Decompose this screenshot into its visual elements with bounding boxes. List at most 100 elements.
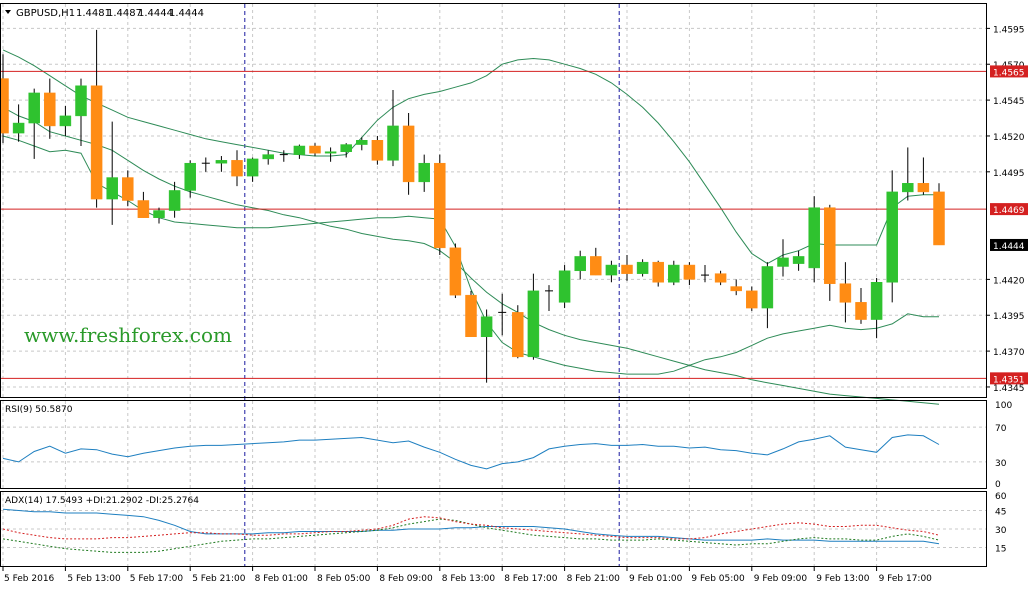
bear-candle-body	[309, 145, 321, 154]
bull-candle-body	[59, 115, 72, 127]
bear-candle-body	[122, 177, 134, 201]
bear-candle-body	[730, 286, 742, 292]
price-tick-label: 1.4345	[993, 384, 1025, 394]
time-tick-label: 8 Feb 21:00	[567, 574, 621, 584]
price-tick-label: 1.4370	[993, 348, 1025, 358]
ohlc-high: 1.4487	[107, 8, 142, 19]
dropdown-triangle-icon[interactable]	[5, 10, 11, 14]
bear-candle-body	[137, 200, 150, 218]
bear-candle-body	[371, 140, 384, 161]
candles	[0, 29, 945, 383]
time-tick-label: 9 Feb 17:00	[879, 574, 933, 584]
bull-candle-body	[106, 177, 118, 200]
adx-label: ADX(14) 17.5493 +DI:21.2902 -DI:25.2764	[5, 496, 199, 506]
bull-candle-body	[356, 140, 368, 145]
level-price-label: 1.4469	[993, 206, 1025, 216]
price-axis: 1.45951.45701.45451.45201.44951.44201.43…	[986, 25, 1028, 555]
rsi-pane-frame	[0, 400, 987, 489]
bull-candle-body	[153, 210, 165, 218]
rsi-line	[2, 434, 940, 470]
main-pane-frame	[0, 3, 987, 398]
bear-candle-body	[824, 207, 836, 284]
adx-tick-label: 30	[995, 526, 1007, 536]
bollinger-middle-line	[2, 106, 940, 405]
bull-candle-body	[761, 266, 774, 309]
bear-candle-body	[683, 264, 696, 280]
bull-candle-body	[28, 92, 40, 124]
time-tick-label: 8 Feb 13:00	[442, 574, 496, 584]
bull-candle-body	[558, 270, 571, 303]
adx-line	[2, 508, 940, 545]
bear-candle-body	[402, 125, 415, 183]
time-tick-label: 9 Feb 13:00	[816, 574, 870, 584]
rsi-label: RSI(9) 50.5870	[5, 405, 73, 415]
level-price-badge	[990, 65, 1028, 78]
bull-candle-body	[168, 190, 181, 211]
bear-candle-body	[933, 191, 945, 246]
price-tick-label: 1.4395	[993, 312, 1025, 322]
adx-tick-label: 60	[995, 492, 1007, 502]
price-tick-label: 1.4495	[993, 169, 1025, 179]
bull-candle-body	[808, 207, 820, 269]
bull-candle-body	[215, 160, 228, 164]
bull-candle-body	[902, 183, 914, 193]
grid-layer	[1, 4, 986, 566]
bear-candle-body	[434, 162, 446, 249]
price-tick-label: 1.4545	[993, 97, 1025, 107]
level-price-badge	[990, 372, 1028, 385]
bull-candle-body	[870, 282, 883, 320]
bear-candle-body	[746, 290, 758, 309]
bull-candle-body	[777, 257, 789, 267]
price-tick-label: 1.4595	[993, 25, 1025, 35]
adx-tick-label: 15	[995, 545, 1006, 555]
time-tick-label: 9 Feb 01:00	[629, 574, 683, 584]
bear-candle-body	[621, 264, 633, 274]
time-tick-label: 5 Feb 17:00	[130, 574, 184, 584]
adx-tick-label: 45	[995, 508, 1006, 518]
rsi-tick-label: 70	[995, 424, 1007, 434]
session-separators	[244, 4, 620, 566]
rsi-tick-label: 100	[995, 401, 1012, 411]
time-axis: 5 Feb 2016 5 Feb 13:00 5 Feb 17:00 5 Feb 21…	[2, 567, 933, 584]
price-tick-label: 1.4520	[993, 133, 1025, 143]
bull-candle-body	[293, 145, 306, 155]
bull-candle-body	[636, 261, 649, 274]
bull-candle-body	[886, 191, 898, 283]
horizontal-levels	[1, 70, 986, 379]
time-tick-label: 8 Feb 05:00	[317, 574, 371, 584]
bear-candle-body	[231, 160, 243, 177]
bull-candle-body	[262, 154, 274, 160]
bull-candle-body	[324, 151, 337, 154]
bear-candle-body	[855, 302, 867, 320]
bull-candle-body	[387, 125, 399, 161]
rsi-tick-label: 0	[995, 480, 1001, 490]
bear-candle-body	[0, 78, 9, 134]
bull-candle-body	[792, 256, 805, 264]
watermark: www.freshforex.com	[24, 323, 232, 347]
di-minus-line	[2, 516, 940, 540]
ohlc-low: 1.4444	[138, 8, 173, 19]
current-price-label: 1.4444	[993, 242, 1025, 252]
bull-candle-body	[605, 264, 618, 276]
bull-candle-body	[418, 162, 430, 183]
bull-candle-body	[480, 316, 493, 338]
time-tick-label: 5 Feb 21:00	[192, 574, 246, 584]
price-tick-label: 1.4420	[993, 276, 1025, 286]
bear-candle-body	[465, 294, 477, 338]
bear-candle-body	[44, 92, 56, 127]
ohlc-open: 1.4481	[76, 8, 111, 19]
bear-candle-body	[512, 312, 524, 358]
bear-candle-body	[839, 283, 852, 303]
bull-candle-body	[574, 256, 586, 272]
bull-candle-body	[246, 158, 259, 177]
time-tick-label: 8 Feb 09:00	[379, 574, 433, 584]
time-tick-label: 8 Feb 17:00	[504, 574, 558, 584]
level-price-badge	[990, 203, 1028, 216]
time-tick-label: 5 Feb 13:00	[67, 574, 121, 584]
bull-candle-body	[668, 264, 680, 283]
time-tick-label: 5 Feb 2016	[4, 574, 55, 584]
bear-candle-body	[449, 247, 462, 296]
level-price-label: 1.4351	[993, 375, 1025, 385]
adx-pane-frame	[0, 491, 987, 567]
